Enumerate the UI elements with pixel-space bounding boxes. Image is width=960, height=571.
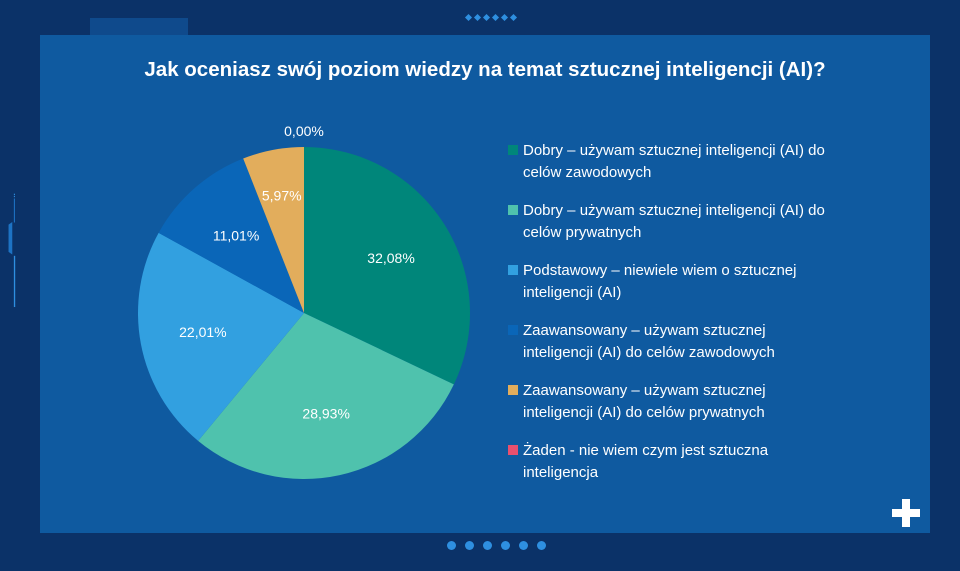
legend-swatch-2 (508, 265, 518, 275)
dots-bottom-decoration (447, 541, 546, 550)
pie-slice-4 (243, 147, 304, 313)
legend-label-4: Zaawansowany – używam sztucznej intelige… (523, 382, 766, 421)
pie-data-label-3: 11,01% (213, 228, 259, 244)
legend-label-3: Zaawansowany – używam sztucznej intelige… (523, 322, 775, 361)
legend-label-2: Podstawowy – niewiele wiem o sztucznej i… (523, 262, 797, 301)
legend-label-5: Żaden - nie wiem czym jest sztuczna inte… (523, 442, 769, 481)
pie-slice-2 (137, 232, 304, 441)
pie-slice-3 (158, 158, 304, 313)
pie-slice-0 (304, 147, 470, 385)
legend-swatch-5 (508, 445, 518, 455)
legend-label-0: Dobry – używam sztucznej inteligencji (A… (523, 142, 825, 181)
chart-legend: Dobry – używam sztucznej inteligencji (A… (508, 140, 838, 500)
pie-chart: 32,08% 28,93% 22,01% 11,01% 5,97% 0,00% (137, 123, 470, 479)
legend-label-1: Dobry – używam sztucznej inteligencji (A… (523, 202, 825, 241)
legend-item-5: Żaden - nie wiem czym jest sztuczna inte… (508, 440, 838, 484)
legend-item-3: Zaawansowany – używam sztucznej intelige… (508, 320, 838, 364)
pie-data-label-4: 5,97% (262, 188, 302, 204)
legend-swatch-1 (508, 205, 518, 215)
pie-data-label-2: 22,01% (179, 324, 226, 340)
pie-data-label-5: 0,00% (284, 123, 324, 139)
legend-item-2: Podstawowy – niewiele wiem o sztucznej i… (508, 260, 838, 304)
legend-swatch-3 (508, 325, 518, 335)
legend-item-1: Dobry – używam sztucznej inteligencji (A… (508, 200, 838, 244)
left-rail-decoration (8, 193, 16, 308)
frame-tab-top (90, 18, 188, 36)
legend-swatch-4 (508, 385, 518, 395)
legend-item-0: Dobry – używam sztucznej inteligencji (A… (508, 140, 838, 184)
pie-data-label-1: 28,93% (302, 406, 349, 422)
legend-swatch-0 (508, 145, 518, 155)
dots-top-decoration (464, 13, 518, 22)
pie-slice-1 (198, 313, 454, 479)
legend-item-4: Zaawansowany – używam sztucznej intelige… (508, 380, 838, 424)
plus-icon[interactable] (890, 497, 922, 529)
chart-title: Jak oceniasz swój poziom wiedzy na temat… (144, 58, 826, 81)
pie-data-label-0: 32,08% (367, 250, 414, 266)
